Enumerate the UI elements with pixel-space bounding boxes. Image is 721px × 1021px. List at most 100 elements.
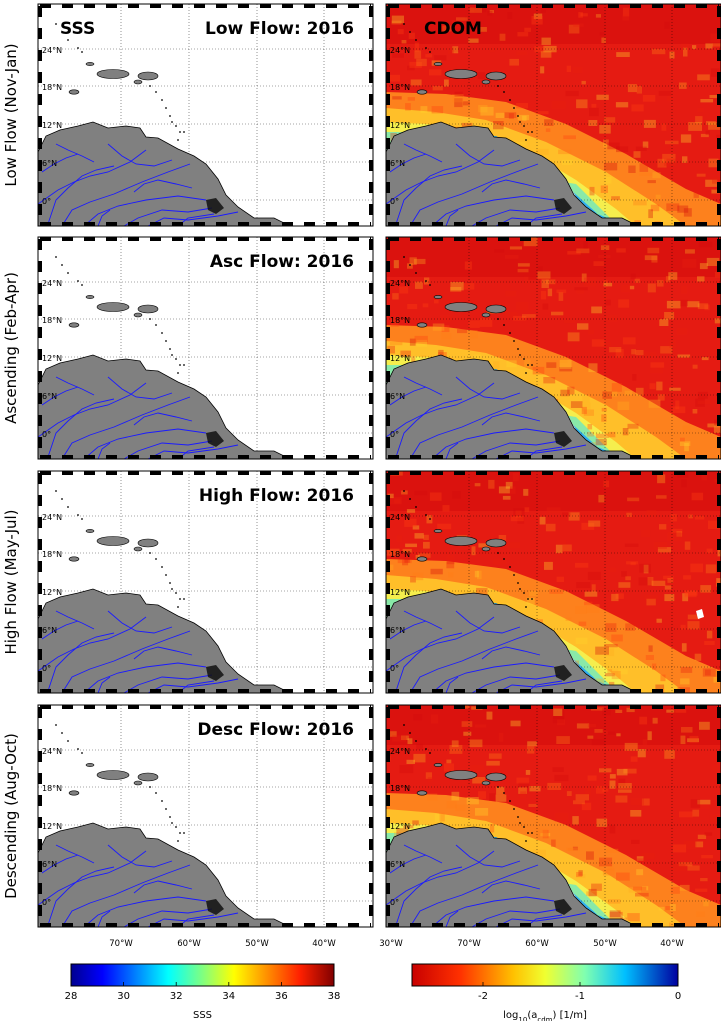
river-10 xyxy=(97,676,111,693)
lat-tick-label: 18°N xyxy=(42,550,62,559)
river-5 xyxy=(455,844,521,868)
lat-tick-label: 6°N xyxy=(42,392,57,401)
lat-tick-label: 18°N xyxy=(390,784,410,793)
lat-tick-label: 12°N xyxy=(390,121,410,130)
river-3 xyxy=(431,428,555,459)
lat-tick-label: 18°N xyxy=(390,83,410,92)
river-9 xyxy=(133,179,193,193)
lat-tick-label: 18°N xyxy=(390,316,410,325)
lat-tick-label: 18°N xyxy=(42,83,62,92)
sss-panel-2: 24°N 18°N 12°N 6°N 0° High Flow: 2016 xyxy=(37,470,374,694)
river-8 xyxy=(389,153,427,173)
cdom-panel-0: 24°N 18°N 12°N 6°N 0° CDOM xyxy=(385,3,721,227)
river-1 xyxy=(38,149,147,205)
river-11 xyxy=(403,376,443,396)
river-8 xyxy=(389,854,427,874)
cdom-colorbar-tick: 0 xyxy=(675,991,681,1002)
river-11 xyxy=(55,610,95,630)
lat-tick-label: 24°N xyxy=(42,513,62,522)
river-10 xyxy=(445,910,459,927)
lat-tick-label: 12°N xyxy=(42,822,62,831)
river-9 xyxy=(481,880,541,894)
cdom-panel-1: 24°N 18°N 12°N 6°N 0° xyxy=(385,236,721,460)
sss-colorbar-label: SSS xyxy=(193,1010,212,1021)
lat-tick-label: 0° xyxy=(390,664,399,673)
river-2 xyxy=(61,396,191,459)
river-10 xyxy=(445,676,459,693)
lat-tick-label: 0° xyxy=(42,664,51,673)
lon-tick-label: 70°W xyxy=(457,939,481,949)
river-9 xyxy=(133,646,193,660)
lat-tick-label: 0° xyxy=(42,197,51,206)
river-6 xyxy=(495,444,587,459)
river-2 xyxy=(409,396,539,459)
sss-colorbar-tick: 34 xyxy=(222,991,235,1002)
lat-tick-label: 24°N xyxy=(390,513,410,522)
river-2 xyxy=(409,864,539,927)
river-5 xyxy=(455,610,521,634)
river-4 xyxy=(471,908,561,927)
sss-panel-0: 24°N 18°N 12°N 6°N 0° SSS Low Flow: 2016 xyxy=(37,3,374,227)
lat-tick-label: 24°N xyxy=(42,46,62,55)
river-1 xyxy=(386,850,495,906)
lat-tick-label: 0° xyxy=(390,430,399,439)
cdom-colorbar-tick: -2 xyxy=(478,991,488,1002)
river-9 xyxy=(481,412,541,426)
river-10 xyxy=(445,209,459,226)
river-3 xyxy=(83,195,207,226)
river-10 xyxy=(97,209,111,226)
lat-tick-label: 6°N xyxy=(390,392,405,401)
river-8 xyxy=(41,153,79,173)
lat-tick-label: 6°N xyxy=(390,626,405,635)
lat-tick-label: 6°N xyxy=(42,860,57,869)
river-3 xyxy=(431,195,555,226)
lon-tick-label: 30°W xyxy=(379,939,403,949)
lat-tick-label: 12°N xyxy=(42,121,62,130)
river-9 xyxy=(481,179,541,193)
lon-tick-label: 40°W xyxy=(660,939,684,949)
river-4 xyxy=(471,440,561,459)
row-label: Descending (Aug-Oct) xyxy=(2,733,20,899)
river-1 xyxy=(38,850,147,906)
row-labels: Low Flow (Nov-Jan) Ascending (Feb-Apr) Hig… xyxy=(2,43,20,899)
panel-title: Asc Flow: 2016 xyxy=(210,252,354,272)
river-8 xyxy=(41,854,79,874)
river-5 xyxy=(107,844,173,868)
lat-tick-label: 18°N xyxy=(42,784,62,793)
river-5 xyxy=(107,143,173,167)
sss-panel-3: 24°N 18°N 12°N 6°N 0° Desc Flow: 2016 xyxy=(37,704,374,928)
river-4 xyxy=(471,207,561,226)
river-2 xyxy=(61,163,191,226)
river-2 xyxy=(61,864,191,927)
lat-tick-label: 6°N xyxy=(390,159,405,168)
river-6 xyxy=(147,912,239,927)
river-6 xyxy=(147,444,239,459)
river-6 xyxy=(147,211,239,226)
lon-tick-label: 60°W xyxy=(177,939,201,949)
river-9 xyxy=(133,412,193,426)
sss-colorbar-tick: 32 xyxy=(170,991,183,1002)
river-2 xyxy=(409,163,539,226)
row-label: High Flow (May-Jul) xyxy=(2,509,20,654)
river-3 xyxy=(431,662,555,693)
river-3 xyxy=(431,896,555,927)
river-4 xyxy=(123,440,213,459)
river-6 xyxy=(495,678,587,693)
river-10 xyxy=(97,442,111,459)
lon-tick-label: 50°W xyxy=(245,939,269,949)
longitude-labels: 70°W60°W50°W40°W30°W70°W60°W50°W40°W30°W xyxy=(109,939,684,949)
lat-tick-label: 24°N xyxy=(390,279,410,288)
lat-tick-label: 24°N xyxy=(42,279,62,288)
lat-tick-label: 24°N xyxy=(390,747,410,756)
river-11 xyxy=(55,376,95,396)
river-10 xyxy=(97,910,111,927)
sss-panel-1: 24°N 18°N 12°N 6°N 0° Asc Flow: 2016 xyxy=(37,236,374,460)
row-label: Low Flow (Nov-Jan) xyxy=(2,43,20,186)
river-5 xyxy=(107,376,173,400)
river-11 xyxy=(403,844,443,864)
sss-colorbar-tick: 28 xyxy=(65,991,78,1002)
lat-tick-label: 0° xyxy=(42,898,51,907)
row-label: Ascending (Feb-Apr) xyxy=(2,272,20,424)
lat-tick-label: 24°N xyxy=(390,46,410,55)
river-2 xyxy=(409,630,539,693)
